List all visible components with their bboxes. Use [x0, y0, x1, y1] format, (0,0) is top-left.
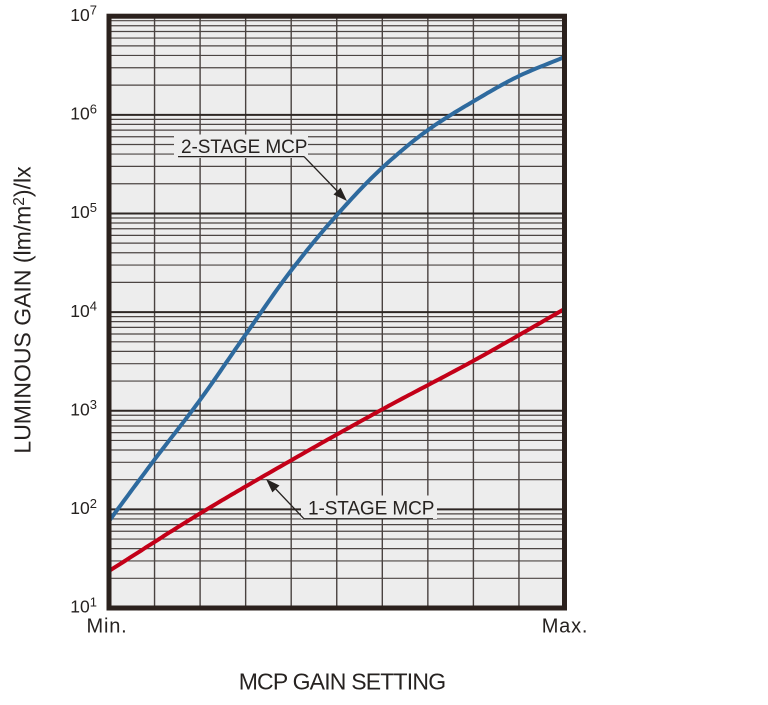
svg-text:LUMINOUS GAIN (lm/m2)/lx: LUMINOUS GAIN (lm/m2)/lx — [10, 166, 36, 454]
svg-text:MCP GAIN SETTING: MCP GAIN SETTING — [239, 669, 446, 695]
svg-text:Min.: Min. — [87, 616, 128, 638]
svg-text:1-STAGE MCP: 1-STAGE MCP — [308, 499, 434, 520]
svg-text:Max.: Max. — [542, 616, 589, 638]
svg-text:2-STAGE MCP: 2-STAGE MCP — [181, 137, 307, 158]
